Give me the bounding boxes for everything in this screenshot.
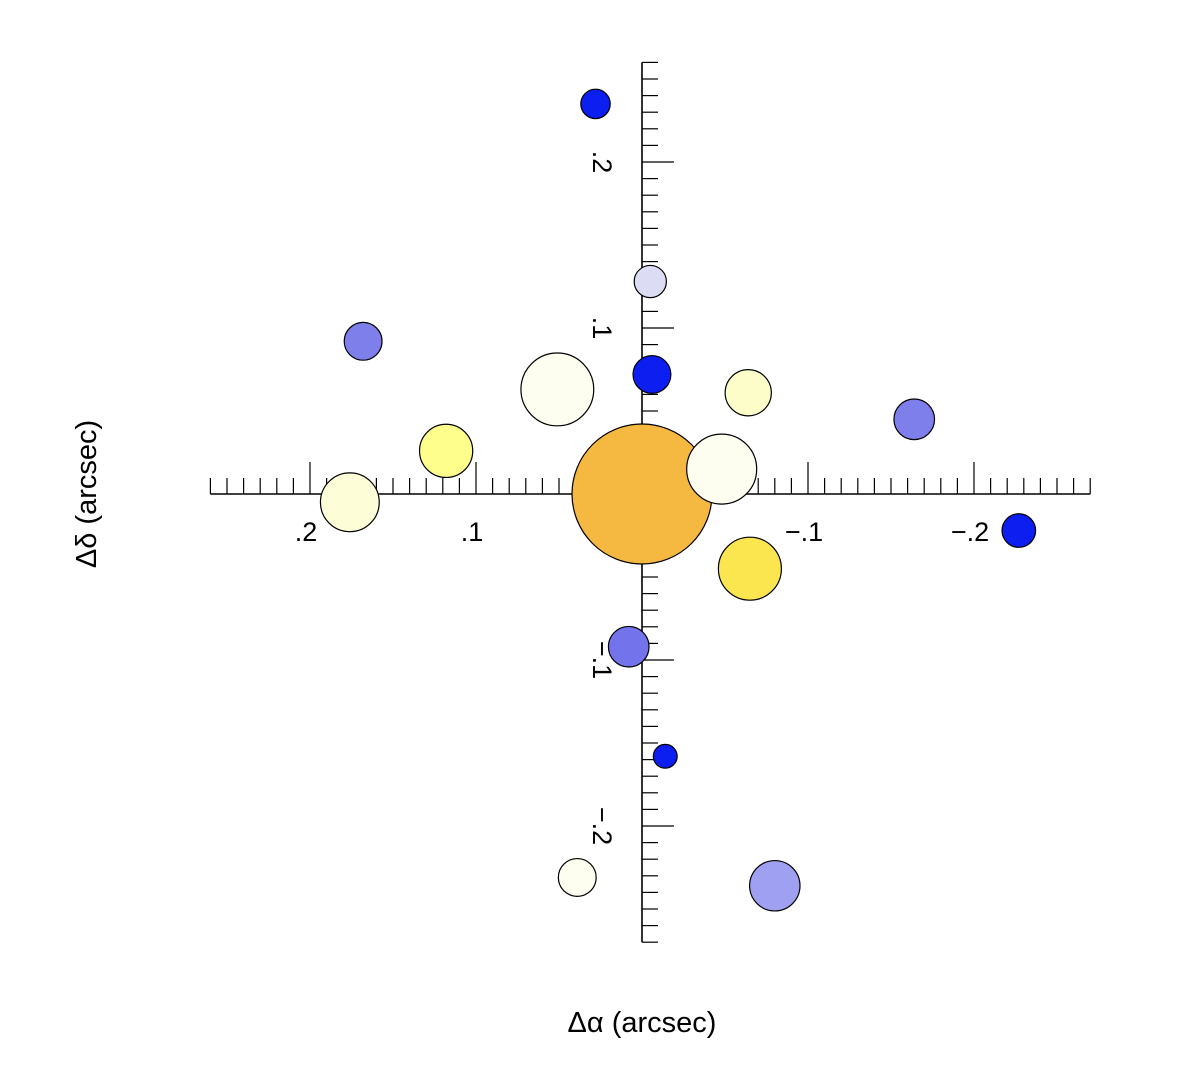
data-point-7 <box>717 536 783 601</box>
x-tick-label: −.2 <box>951 517 989 547</box>
data-point-10 <box>343 321 383 361</box>
data-point-3 <box>520 352 595 427</box>
data-point-1 <box>571 423 713 565</box>
data-point-6 <box>724 369 772 417</box>
data-point-12 <box>1001 513 1037 548</box>
y-tick-label: .1 <box>587 317 617 340</box>
data-point-15 <box>652 743 678 769</box>
data-point-17 <box>748 859 801 912</box>
y-axis-title: Δδ (arcsec) <box>71 420 103 568</box>
y-tick-label: −.2 <box>587 807 617 845</box>
data-point-16 <box>557 857 597 897</box>
tick-labels: .2.1 −.1 −.2.2.1−.1−.2 <box>295 151 989 845</box>
data-point-14 <box>607 625 650 668</box>
data-point-11 <box>893 398 936 441</box>
x-tick-label: .2 <box>295 517 318 547</box>
x-tick-label: −.1 <box>785 517 823 547</box>
x-axis-title: Δα (arcsec) <box>568 1007 717 1039</box>
data-point-4 <box>319 472 380 533</box>
data-point-5 <box>418 423 474 479</box>
data-point-2 <box>686 433 758 505</box>
data-point-8 <box>633 264 668 299</box>
data-points <box>319 88 1037 912</box>
x-tick-label: .1 <box>461 517 484 547</box>
y-tick-label: .2 <box>587 151 617 174</box>
data-point-13 <box>580 88 611 120</box>
data-point-9 <box>632 354 672 394</box>
